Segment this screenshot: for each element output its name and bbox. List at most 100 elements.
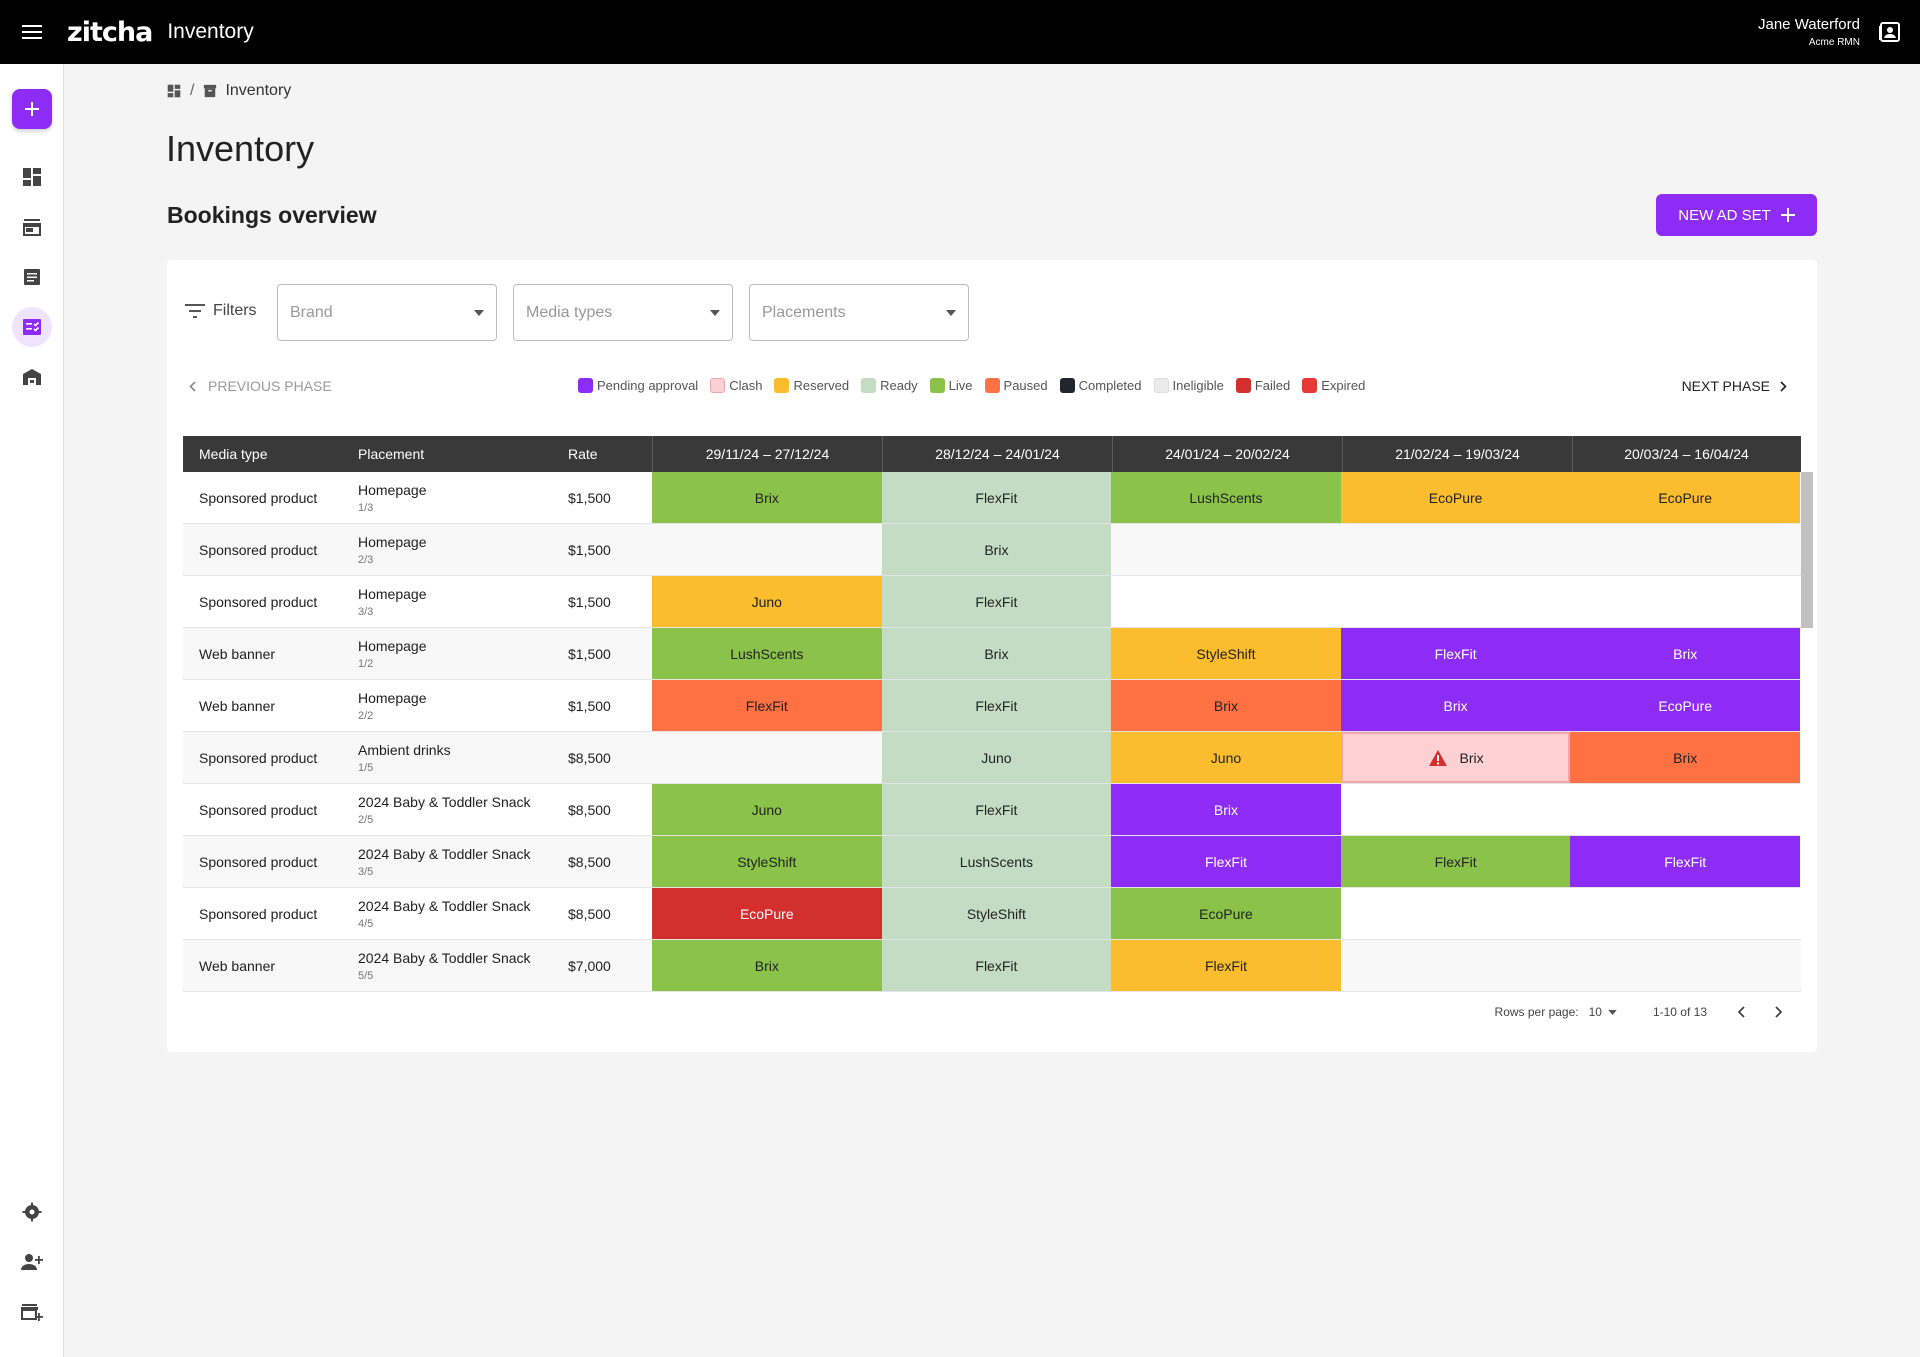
table-row[interactable]: Sponsored product 2024 Baby & Toddler Sna…	[183, 888, 1801, 940]
booking-block-reserved[interactable]: StyleShift	[1111, 628, 1341, 679]
header-placement[interactable]: Placement	[358, 446, 425, 462]
booking-block-ready[interactable]: FlexFit	[881, 784, 1112, 835]
nav-dashboard[interactable]	[12, 157, 52, 197]
legend-label: Ineligible	[1172, 378, 1224, 393]
placement-name: 2024 Baby & Toddler Snack	[358, 845, 531, 862]
booking-brand: StyleShift	[966, 905, 1026, 922]
booking-block-clash[interactable]: Brix	[1340, 732, 1571, 783]
booking-block-live[interactable]: LushScents	[652, 628, 882, 679]
placement-cell: Homepage 3/3	[358, 576, 568, 627]
booking-block-ready[interactable]: StyleShift	[881, 888, 1112, 939]
booking-brand: StyleShift	[737, 853, 797, 870]
booking-block-live[interactable]: FlexFit	[1340, 836, 1571, 887]
account-box-icon[interactable]	[1878, 20, 1902, 44]
booking-block-ready[interactable]: LushScents	[881, 836, 1112, 887]
menu-icon[interactable]	[0, 0, 64, 64]
new-ad-set-label: NEW AD SET	[1678, 206, 1771, 224]
placements-placeholder: Placements	[762, 303, 846, 321]
placements-select[interactable]: Placements	[749, 284, 969, 341]
booking-block-ready[interactable]: Juno	[881, 732, 1112, 783]
booking-block-ready[interactable]: FlexFit	[881, 940, 1112, 991]
booking-block-ready[interactable]: FlexFit	[881, 472, 1112, 523]
nav-inventory[interactable]	[12, 307, 52, 347]
legend-label: Pending approval	[597, 378, 699, 393]
booking-block-paused[interactable]: Brix	[1570, 732, 1800, 783]
nav-add-user[interactable]	[12, 1242, 52, 1282]
breadcrumb-home-icon[interactable]	[167, 84, 181, 98]
booking-brand: Juno	[751, 801, 782, 818]
table-row[interactable]: Web banner Homepage 2/2 $1,500 FlexFit FlexFi…	[183, 680, 1801, 732]
table-row[interactable]: Sponsored product 2024 Baby & Toddler Sna…	[183, 836, 1801, 888]
booking-block-ready[interactable]: Brix	[881, 628, 1112, 679]
user-info[interactable]: Jane Waterford Acme RMN	[1758, 16, 1860, 48]
booking-block-live[interactable]: Brix	[652, 940, 882, 991]
header-media-type[interactable]: Media type	[199, 446, 268, 462]
booking-block-pending[interactable]: FlexFit	[1340, 628, 1571, 679]
previous-page-button[interactable]	[1737, 1006, 1745, 1018]
booking-block-reserved[interactable]: Juno	[1111, 732, 1341, 783]
table-row[interactable]: Sponsored product 2024 Baby & Toddler Sna…	[183, 784, 1801, 836]
rate-cell: $1,500	[568, 697, 611, 714]
booking-block-paused[interactable]: Brix	[1111, 680, 1341, 731]
table-row[interactable]: Sponsored product Homepage 2/3 $1,500 Brix	[183, 524, 1801, 576]
table-scrollbar[interactable]	[1801, 472, 1813, 628]
rate-cell: $8,500	[568, 905, 611, 922]
booking-block-live[interactable]: LushScents	[1111, 472, 1341, 523]
booking-block-ready[interactable]: FlexFit	[881, 680, 1112, 731]
booking-brand: FlexFit	[1204, 853, 1247, 870]
bookings-table: Media type Placement Rate 29/11/24 – 27/…	[183, 436, 1801, 992]
table-row[interactable]: Sponsored product Homepage 3/3 $1,500 Juno Fl…	[183, 576, 1801, 628]
booking-timeline: Juno FlexFit	[652, 576, 1800, 627]
placement-slot: 3/5	[358, 865, 374, 878]
table-row[interactable]: Web banner 2024 Baby & Toddler Snack 5/5 $7…	[183, 940, 1801, 992]
booking-block-ready[interactable]: Brix	[881, 524, 1112, 575]
legend-swatch	[578, 378, 593, 393]
media-types-select[interactable]: Media types	[513, 284, 733, 341]
booking-block-reserved[interactable]: FlexFit	[1111, 940, 1341, 991]
new-ad-set-button[interactable]: NEW AD SET	[1656, 194, 1817, 236]
booking-block-live[interactable]: Brix	[652, 472, 882, 523]
nav-orders[interactable]	[12, 257, 52, 297]
legend-swatch	[929, 378, 945, 393]
booking-block-failed[interactable]: EcoPure	[652, 888, 882, 939]
rows-per-page-select[interactable]: 10	[1589, 1005, 1617, 1019]
booking-brand: Brix	[754, 957, 779, 974]
nav-settings[interactable]	[12, 1192, 52, 1232]
booking-block-pending[interactable]: FlexFit	[1570, 836, 1800, 887]
create-button[interactable]	[12, 89, 52, 129]
booking-block-reserved[interactable]: Juno	[652, 576, 882, 627]
legend-item: Failed	[1235, 378, 1290, 393]
booking-brand: FlexFit	[1434, 645, 1477, 662]
booking-block-pending[interactable]: Brix	[1111, 784, 1341, 835]
breadcrumb-current[interactable]: Inventory	[225, 82, 292, 99]
previous-phase-button[interactable]: PREVIOUS PHASE	[189, 378, 332, 394]
booking-block-live[interactable]: EcoPure	[1111, 888, 1341, 939]
brand-select[interactable]: Brand	[277, 284, 497, 341]
app-logo[interactable]: zitcha	[67, 16, 153, 48]
rate-cell: $1,500	[568, 489, 611, 506]
nav-warehouse[interactable]	[12, 357, 52, 397]
booking-block-live[interactable]: Juno	[652, 784, 882, 835]
table-row[interactable]: Web banner Homepage 1/2 $1,500 LushScents Bri…	[183, 628, 1801, 680]
plus-icon	[25, 102, 39, 116]
next-page-button[interactable]	[1775, 1006, 1783, 1018]
booking-block-pending[interactable]: EcoPure	[1570, 680, 1800, 731]
booking-block-ready[interactable]: FlexFit	[881, 576, 1112, 627]
booking-block-reserved[interactable]: EcoPure	[1570, 472, 1800, 523]
table-row[interactable]: Sponsored product Ambient drinks 1/5 $8,500…	[183, 732, 1801, 784]
booking-block-reserved[interactable]: EcoPure	[1340, 472, 1571, 523]
booking-block-pending[interactable]: FlexFit	[1111, 836, 1341, 887]
table-row[interactable]: Sponsored product Homepage 1/3 $1,500 Brix Fl…	[183, 472, 1801, 524]
booking-block-pending[interactable]: Brix	[1340, 680, 1571, 731]
legend-swatch	[1059, 378, 1075, 393]
booking-block-pending[interactable]: Brix	[1570, 628, 1800, 679]
booking-brand: FlexFit	[1434, 853, 1477, 870]
header-rate[interactable]: Rate	[568, 446, 598, 462]
booking-brand: Juno	[981, 749, 1012, 766]
nav-store[interactable]	[12, 207, 52, 247]
next-phase-button[interactable]: NEXT PHASE	[1682, 378, 1787, 394]
legend-item: Clash	[710, 378, 762, 393]
booking-block-live[interactable]: StyleShift	[652, 836, 882, 887]
booking-block-paused[interactable]: FlexFit	[652, 680, 882, 731]
nav-add-store[interactable]	[12, 1292, 52, 1332]
